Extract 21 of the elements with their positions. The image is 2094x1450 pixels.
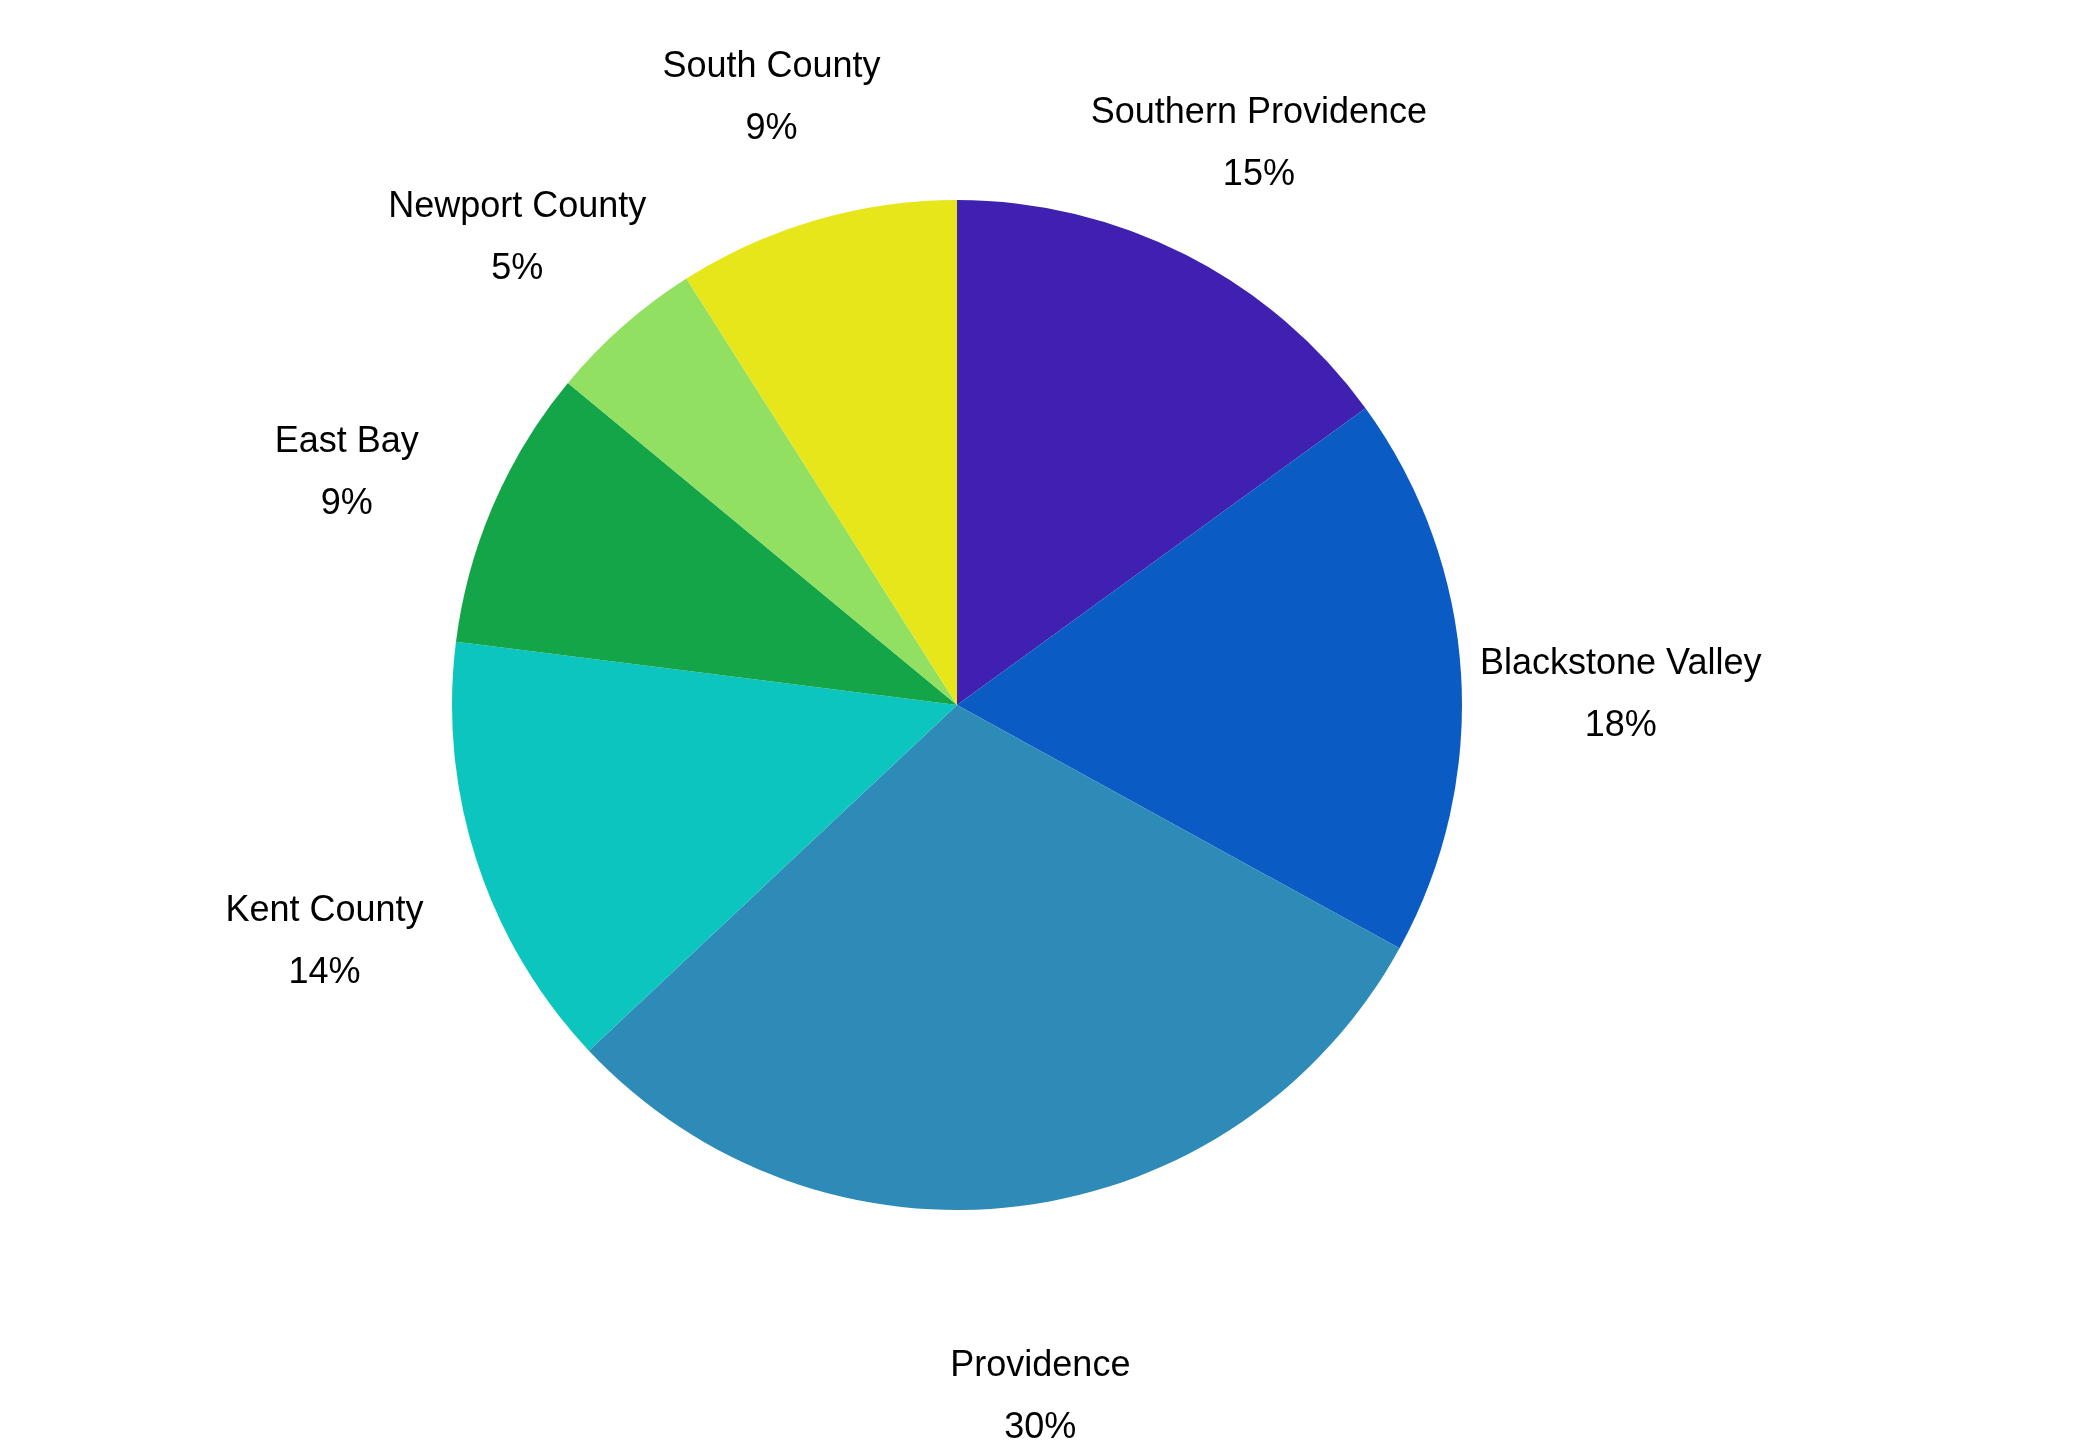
pie-slice [957,200,1366,705]
pie-slice [957,408,1462,949]
pie-slice [588,705,1400,1209]
data-label: 18% [1584,703,1657,745]
slice-label: Southern Providence [1090,90,1428,132]
slice-label: Providence [950,1342,1131,1384]
slice-label: Blackstone Valley [1479,641,1762,683]
pie-slice [455,383,957,705]
pie-slice [452,641,957,1051]
slice-label: East Bay [274,418,419,460]
data-label: 14% [288,950,361,992]
data-label: 30% [1004,1404,1077,1446]
pie-slice [686,200,957,705]
data-label: 5% [491,246,544,288]
slice-label: Newport County [388,184,647,226]
data-label: 9% [320,480,373,522]
pie-slice [567,278,957,705]
slice-label: Kent County [225,888,424,930]
slice-label: South County [662,44,881,86]
data-label: 9% [745,106,798,148]
data-label: 15% [1222,152,1295,194]
